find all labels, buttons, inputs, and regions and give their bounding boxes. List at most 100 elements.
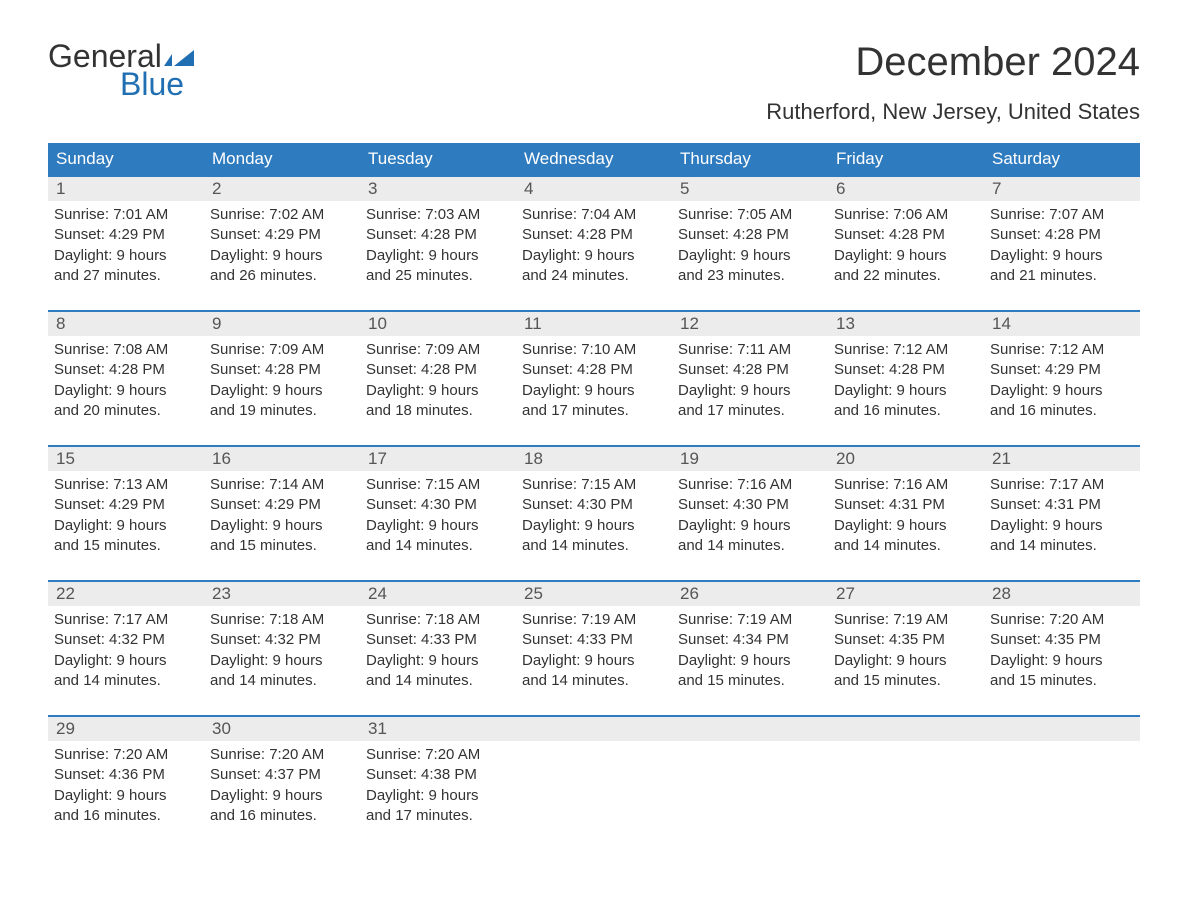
day-number-row: 12 xyxy=(672,312,828,336)
calendar-day: 17Sunrise: 7:15 AMSunset: 4:30 PMDayligh… xyxy=(360,447,516,562)
sunrise-line: Sunrise: 7:13 AM xyxy=(54,475,198,495)
calendar-day: 20Sunrise: 7:16 AMSunset: 4:31 PMDayligh… xyxy=(828,447,984,562)
sunrise-line: Sunrise: 7:17 AM xyxy=(54,610,198,630)
daylight-line: and 18 minutes. xyxy=(366,401,510,421)
daylight-line: and 23 minutes. xyxy=(678,266,822,286)
sunrise-line: Sunrise: 7:09 AM xyxy=(366,340,510,360)
daylight-line: Daylight: 9 hours xyxy=(834,246,978,266)
sunset-line: Sunset: 4:33 PM xyxy=(366,630,510,650)
sunrise-line: Sunrise: 7:18 AM xyxy=(210,610,354,630)
daylight-line: Daylight: 9 hours xyxy=(54,516,198,536)
day-number-row: 10 xyxy=(360,312,516,336)
daylight-line: Daylight: 9 hours xyxy=(366,516,510,536)
calendar-day: 24Sunrise: 7:18 AMSunset: 4:33 PMDayligh… xyxy=(360,582,516,697)
sunset-line: Sunset: 4:35 PM xyxy=(834,630,978,650)
sunset-line: Sunset: 4:35 PM xyxy=(990,630,1134,650)
daylight-line: and 15 minutes. xyxy=(210,536,354,556)
day-number-row: . xyxy=(828,717,984,741)
daylight-line: Daylight: 9 hours xyxy=(522,246,666,266)
week-row: 15 Sunrise: 7:13 AM Sunset: 4:29 PM Dayligh… xyxy=(48,445,1140,562)
daylight-line: and 14 minutes. xyxy=(54,671,198,691)
sunrise-line: Sunrise: 7:16 AM xyxy=(678,475,822,495)
day-number: 31 xyxy=(368,719,387,738)
day-number-row: 13 xyxy=(828,312,984,336)
day-number: 13 xyxy=(836,314,855,333)
daylight-line: Daylight: 9 hours xyxy=(54,786,198,806)
daylight-line: Daylight: 9 hours xyxy=(990,651,1134,671)
daylight-line: and 22 minutes. xyxy=(834,266,978,286)
weekday-header: Saturday xyxy=(984,143,1140,175)
sunrise-line: Sunrise: 7:19 AM xyxy=(834,610,978,630)
day-number: 14 xyxy=(992,314,1011,333)
day-number-row: 8 xyxy=(48,312,204,336)
weekday-header: Monday xyxy=(204,143,360,175)
day-number-row: . xyxy=(672,717,828,741)
daylight-line: and 14 minutes. xyxy=(366,536,510,556)
day-number-row: 19 xyxy=(672,447,828,471)
daylight-line: Daylight: 9 hours xyxy=(54,246,198,266)
calendar-day: 10Sunrise: 7:09 AMSunset: 4:28 PMDayligh… xyxy=(360,312,516,427)
day-number: 15 xyxy=(56,449,75,468)
day-number: 30 xyxy=(212,719,231,738)
weekday-header: Wednesday xyxy=(516,143,672,175)
sunrise-line: Sunrise: 7:20 AM xyxy=(366,745,510,765)
day-number-row: 31 xyxy=(360,717,516,741)
daylight-line: Daylight: 9 hours xyxy=(210,651,354,671)
sunrise-line: Sunrise: 7:11 AM xyxy=(678,340,822,360)
calendar-day: 27Sunrise: 7:19 AMSunset: 4:35 PMDayligh… xyxy=(828,582,984,697)
daylight-line: and 17 minutes. xyxy=(366,806,510,826)
daylight-line: Daylight: 9 hours xyxy=(210,246,354,266)
daylight-line: and 17 minutes. xyxy=(678,401,822,421)
daylight-line: and 14 minutes. xyxy=(990,536,1134,556)
sunset-line: Sunset: 4:33 PM xyxy=(522,630,666,650)
daylight-line: Daylight: 9 hours xyxy=(54,651,198,671)
sunset-line: Sunset: 4:29 PM xyxy=(210,225,354,245)
location: Rutherford, New Jersey, United States xyxy=(766,99,1140,125)
calendar-day: 3Sunrise: 7:03 AMSunset: 4:28 PMDaylight… xyxy=(360,177,516,292)
daylight-line: Daylight: 9 hours xyxy=(678,381,822,401)
sunset-line: Sunset: 4:31 PM xyxy=(990,495,1134,515)
day-number-row: . xyxy=(984,717,1140,741)
day-number-row: 3 xyxy=(360,177,516,201)
day-number-row: . xyxy=(516,717,672,741)
sunset-line: Sunset: 4:28 PM xyxy=(834,225,978,245)
sunset-line: Sunset: 4:28 PM xyxy=(678,360,822,380)
daylight-line: Daylight: 9 hours xyxy=(366,246,510,266)
weekday-header-row: SundayMondayTuesdayWednesdayThursdayFrid… xyxy=(48,143,1140,175)
sunset-line: Sunset: 4:28 PM xyxy=(54,360,198,380)
daylight-line: and 24 minutes. xyxy=(522,266,666,286)
sunset-line: Sunset: 4:28 PM xyxy=(366,360,510,380)
sunset-line: Sunset: 4:32 PM xyxy=(54,630,198,650)
day-number: 24 xyxy=(368,584,387,603)
sunset-line: Sunset: 4:30 PM xyxy=(366,495,510,515)
day-number: 17 xyxy=(368,449,387,468)
daylight-line: and 17 minutes. xyxy=(522,401,666,421)
day-number: 2 xyxy=(212,179,221,198)
calendar-day: 25Sunrise: 7:19 AMSunset: 4:33 PMDayligh… xyxy=(516,582,672,697)
sunset-line: Sunset: 4:34 PM xyxy=(678,630,822,650)
empty-day: . xyxy=(984,717,1140,832)
sunset-line: Sunset: 4:30 PM xyxy=(522,495,666,515)
daylight-line: Daylight: 9 hours xyxy=(366,651,510,671)
day-number: 16 xyxy=(212,449,231,468)
empty-day: . xyxy=(672,717,828,832)
day-number: 27 xyxy=(836,584,855,603)
day-number: 20 xyxy=(836,449,855,468)
day-number: 3 xyxy=(368,179,377,198)
day-number: 28 xyxy=(992,584,1011,603)
sunset-line: Sunset: 4:29 PM xyxy=(210,495,354,515)
weekday-header: Thursday xyxy=(672,143,828,175)
daylight-line: Daylight: 9 hours xyxy=(366,786,510,806)
daylight-line: Daylight: 9 hours xyxy=(990,381,1134,401)
daylight-line: and 25 minutes. xyxy=(366,266,510,286)
daylight-line: and 14 minutes. xyxy=(678,536,822,556)
sunset-line: Sunset: 4:28 PM xyxy=(990,225,1134,245)
sunset-line: Sunset: 4:36 PM xyxy=(54,765,198,785)
logo: General Blue xyxy=(48,40,194,100)
day-number: 22 xyxy=(56,584,75,603)
daylight-line: and 15 minutes. xyxy=(990,671,1134,691)
calendar-day: 21Sunrise: 7:17 AMSunset: 4:31 PMDayligh… xyxy=(984,447,1140,562)
day-number-row: 1 xyxy=(48,177,204,201)
daylight-line: and 15 minutes. xyxy=(834,671,978,691)
day-number-row: 7 xyxy=(984,177,1140,201)
